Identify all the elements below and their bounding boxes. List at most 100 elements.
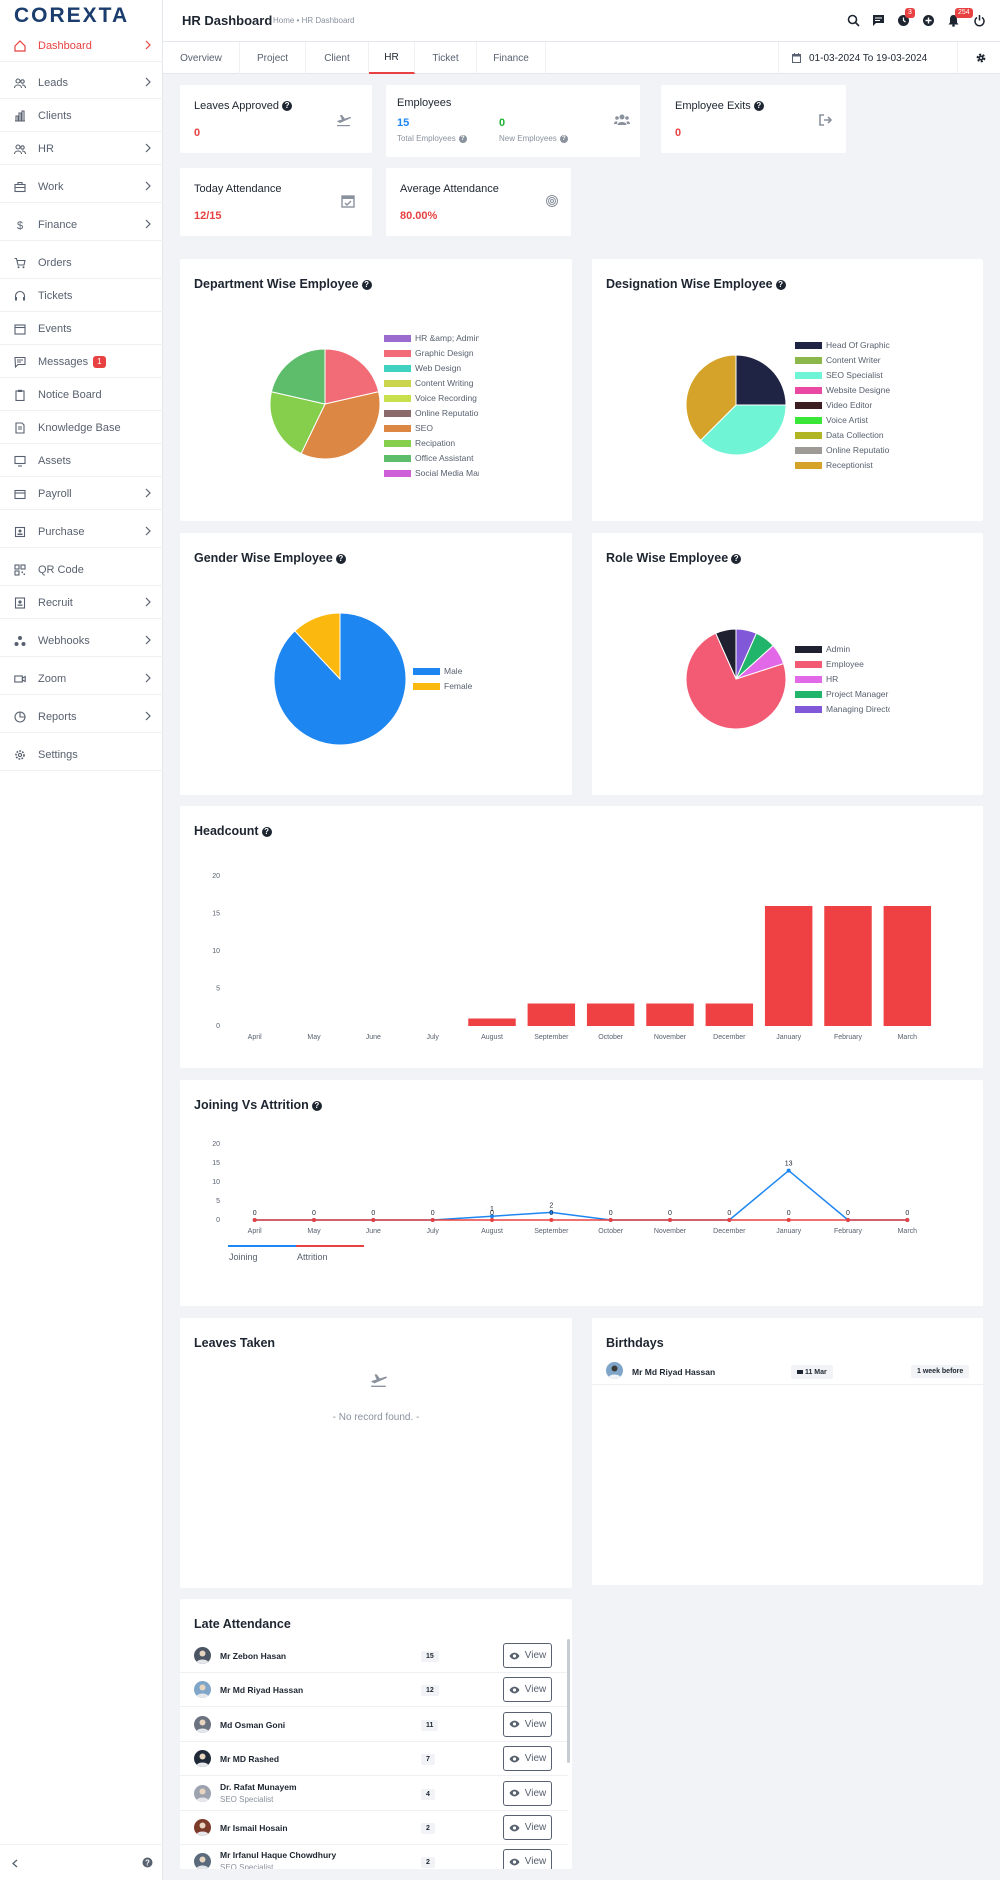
avatar[interactable] [194, 1715, 211, 1733]
bar-february[interactable] [824, 906, 872, 1026]
bar-december[interactable] [705, 1003, 754, 1027]
view-button[interactable]: View [503, 1643, 552, 1668]
data-point-attrition[interactable] [490, 1218, 494, 1222]
data-point-attrition[interactable] [786, 1218, 791, 1222]
employee-name[interactable]: Mr Md Riyad Hassan [220, 1685, 304, 1696]
view-button[interactable]: View [503, 1677, 552, 1703]
legend-item[interactable]: Office Assistant [384, 452, 479, 464]
sidebar-item-work[interactable]: Work [0, 171, 163, 203]
legend-item[interactable]: Female [413, 680, 508, 692]
sidebar-item-events[interactable]: Events [0, 313, 163, 345]
legend-label-attrition[interactable]: Attrition [297, 1252, 328, 1262]
view-button[interactable]: View [503, 1746, 552, 1772]
avatar[interactable] [194, 1853, 211, 1869]
view-button[interactable]: View [503, 1815, 552, 1840]
data-point-attrition[interactable] [430, 1218, 435, 1222]
pie-slice-graphic-design[interactable] [324, 349, 380, 405]
view-button[interactable]: View [503, 1711, 552, 1737]
employee-name[interactable]: Mr Zebon Hasan [220, 1651, 287, 1661]
avatar[interactable] [194, 1819, 211, 1836]
legend-item[interactable]: Male [413, 665, 508, 677]
collapse-sidebar-icon[interactable] [12, 1859, 18, 1868]
sidebar-item-notice-board[interactable]: Notice Board [0, 379, 163, 411]
legend-item[interactable]: Social Media Mar [384, 467, 479, 479]
data-point-attrition[interactable] [668, 1218, 672, 1222]
pie-slice-recipation[interactable] [270, 391, 326, 455]
tab-ticket[interactable]: Ticket [415, 42, 477, 74]
data-point-attrition[interactable] [846, 1218, 850, 1222]
legend-label-joining[interactable]: Joining [229, 1252, 258, 1262]
birthday-name[interactable]: Mr Md Riyad Hassan [632, 1367, 716, 1377]
bar-january[interactable] [764, 906, 813, 1026]
help-icon[interactable]: ? [731, 554, 742, 564]
app-logo[interactable]: COREXTA [14, 4, 130, 27]
legend-item[interactable]: Online Reputation [384, 407, 479, 419]
help-icon[interactable]: ? [775, 280, 786, 290]
sidebar-item-orders[interactable]: Orders [0, 247, 163, 279]
legend-item[interactable]: Employee [795, 658, 890, 670]
tab-finance[interactable]: Finance [477, 42, 546, 74]
data-point-joining[interactable] [490, 1214, 494, 1219]
sidebar-item-assets[interactable]: Assets [0, 445, 163, 477]
help-icon[interactable]: ? [282, 101, 293, 111]
legend-item[interactable]: SEO [384, 422, 479, 434]
data-point-attrition[interactable] [727, 1218, 732, 1222]
avatar[interactable] [194, 1647, 211, 1664]
employee-name[interactable]: Md Osman Goni [220, 1719, 286, 1730]
legend-item[interactable]: Video Editor [795, 399, 890, 411]
help-icon[interactable]: ? [458, 135, 467, 143]
avatar[interactable] [194, 1784, 211, 1802]
tab-project[interactable]: Project [240, 42, 306, 74]
sidebar-item-settings[interactable]: Settings [0, 739, 163, 771]
help-icon[interactable]: ? [559, 135, 568, 143]
help-icon[interactable]: ? [311, 1101, 322, 1111]
sidebar-item-hr[interactable]: HR [0, 133, 163, 165]
data-point-attrition[interactable] [608, 1218, 613, 1222]
power-icon[interactable] [973, 14, 986, 27]
legend-item[interactable]: Voice Artist [795, 414, 890, 426]
legend-item[interactable]: Admin [795, 643, 890, 655]
pie-slice-head-of-graphic[interactable] [735, 355, 786, 406]
tab-client[interactable]: Client [306, 42, 369, 74]
help-icon[interactable]: ? [335, 554, 346, 564]
view-button[interactable]: View [503, 1849, 552, 1869]
date-range-picker[interactable]: 01-03-2024 To 19-03-2024 [778, 42, 958, 74]
pie-slice-managing-directo[interactable] [735, 629, 757, 680]
legend-item[interactable]: Receptionist [795, 459, 890, 471]
legend-item[interactable]: Web Design [384, 362, 479, 374]
data-point-attrition[interactable] [312, 1218, 316, 1222]
bar-september[interactable] [527, 1003, 576, 1027]
employee-name[interactable]: Mr Irfanul Haque Chowdhury [220, 1850, 337, 1861]
tab-overview[interactable]: Overview [163, 42, 240, 74]
sidebar-item-clients[interactable]: Clients [0, 100, 163, 132]
employee-name[interactable]: Dr. Rafat Munayem [220, 1781, 297, 1792]
legend-item[interactable]: Voice Recording & [384, 392, 479, 404]
legend-item[interactable]: Website Designer [795, 384, 890, 396]
legend-item[interactable]: HR [795, 673, 890, 685]
data-point-attrition[interactable] [252, 1218, 257, 1222]
legend-item[interactable]: Content Writer [795, 354, 890, 366]
sidebar-item-purchase[interactable]: Purchase [0, 516, 163, 548]
view-button[interactable]: View [503, 1780, 552, 1806]
help-icon[interactable]: ? [753, 101, 764, 111]
legend-item[interactable]: Graphic Design [384, 347, 479, 359]
sidebar-item-dashboard[interactable]: Dashboard [0, 30, 163, 62]
avatar[interactable] [606, 1362, 623, 1379]
pie-slice-office-assistant[interactable] [270, 349, 326, 405]
late-attendance-scrollbar[interactable] [567, 1639, 570, 1763]
employee-name[interactable]: Mr MD Rashed [220, 1754, 280, 1765]
legend-item[interactable]: Head Of Graphic [795, 339, 890, 351]
pie-slice-receptionist[interactable] [686, 355, 737, 442]
legend-item[interactable]: SEO Specialist [795, 369, 890, 381]
search-icon[interactable] [847, 14, 860, 27]
tab-hr[interactable]: HR [369, 42, 415, 74]
legend-item[interactable]: Managing Directo [795, 703, 890, 715]
sidebar-item-qr-code[interactable]: QR Code [0, 554, 163, 586]
data-point-attrition[interactable] [905, 1218, 910, 1222]
pie-slice-employee[interactable] [686, 632, 786, 729]
data-point-joining[interactable] [786, 1168, 791, 1173]
add-icon[interactable] [922, 14, 935, 27]
sidebar-item-tickets[interactable]: Tickets [0, 280, 163, 312]
legend-item[interactable]: Project Manager [795, 688, 890, 700]
breadcrumb[interactable]: Home • HR Dashboard [273, 16, 355, 25]
